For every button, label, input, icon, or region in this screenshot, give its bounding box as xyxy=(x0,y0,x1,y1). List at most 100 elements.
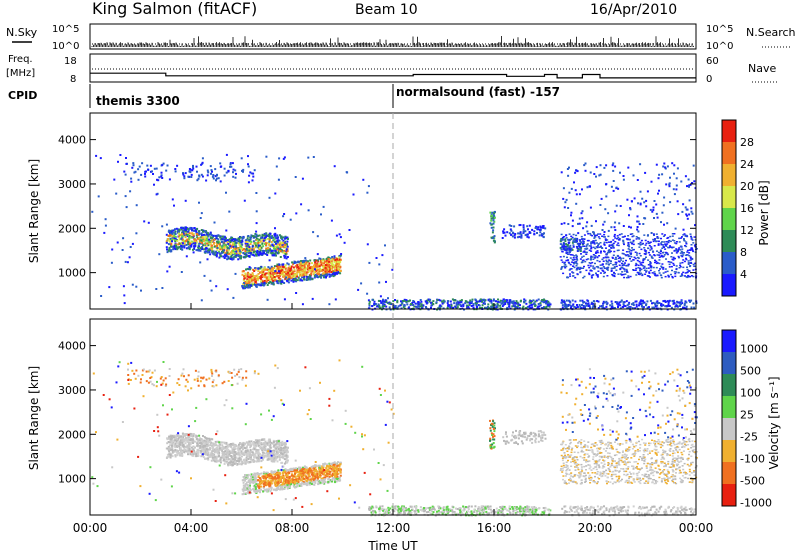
echo-cell xyxy=(203,237,206,240)
echo-cell xyxy=(589,232,592,235)
echo-cell xyxy=(683,240,686,242)
echo-cell xyxy=(655,260,658,263)
echo-cell xyxy=(330,267,333,270)
echo-cell xyxy=(124,195,127,198)
echo-cell xyxy=(289,269,291,272)
echo-cell xyxy=(267,235,270,237)
echo-cell xyxy=(248,285,251,288)
echo-cell xyxy=(653,245,656,247)
echo-cell xyxy=(667,241,670,244)
echo-cell xyxy=(275,265,278,268)
echo-cell xyxy=(216,244,218,247)
echo-cell xyxy=(259,266,262,269)
echo-cell xyxy=(635,238,638,240)
echo-cell xyxy=(576,304,578,306)
echo-cell xyxy=(588,185,591,188)
echo-cell xyxy=(182,231,185,234)
echo-cell xyxy=(282,266,285,269)
echo-cell xyxy=(172,229,175,232)
echo-cell xyxy=(166,270,169,273)
echo-cell xyxy=(682,254,685,256)
echo-cell xyxy=(264,268,267,271)
colorbar-swatch xyxy=(722,186,736,208)
echo-cell xyxy=(505,299,508,302)
echo-cell xyxy=(243,248,246,250)
echo-cell xyxy=(493,210,496,213)
echo-cell xyxy=(660,265,663,267)
echo-cell xyxy=(260,443,263,446)
echo-cell xyxy=(391,268,394,271)
echo-cell xyxy=(650,248,653,250)
echo-cell xyxy=(678,256,680,259)
echo-cell xyxy=(406,300,409,303)
echo-cell xyxy=(686,235,689,238)
echo-cell xyxy=(639,300,642,303)
echo-cell xyxy=(628,225,630,228)
echo-cell xyxy=(250,240,253,243)
echo-cell xyxy=(252,443,255,446)
echo-cell xyxy=(187,242,190,245)
echo-cell xyxy=(332,269,335,272)
echo-cell xyxy=(202,435,204,437)
echo-cell xyxy=(659,268,661,270)
echo-cell xyxy=(660,302,663,305)
echo-cell xyxy=(664,271,667,273)
echo-cell xyxy=(180,271,183,273)
echo-cell xyxy=(567,239,570,241)
echo-cell xyxy=(104,218,107,221)
echo-cell xyxy=(387,297,389,300)
echo-cell xyxy=(628,249,631,251)
echo-cell xyxy=(260,271,263,274)
echo-cell xyxy=(476,305,478,308)
echo-cell xyxy=(636,252,638,254)
echo-cell xyxy=(168,246,171,249)
echo-cell xyxy=(623,270,626,272)
echo-cell xyxy=(504,300,507,303)
echo-cell xyxy=(284,274,287,277)
echo-cell xyxy=(253,235,256,238)
echo-cell xyxy=(531,306,534,309)
echo-cell xyxy=(225,450,228,452)
echo-cell xyxy=(613,235,616,237)
echo-cell xyxy=(517,304,520,307)
echo-cell xyxy=(671,258,674,260)
echo-cell xyxy=(632,269,635,271)
echo-cell xyxy=(617,244,620,247)
echo-cell xyxy=(179,449,182,452)
echo-cell xyxy=(283,254,286,257)
echo-cell xyxy=(316,268,318,271)
echo-cell xyxy=(197,451,199,454)
echo-cell xyxy=(669,261,672,263)
echo-cell xyxy=(249,243,252,245)
echo-cell xyxy=(278,274,281,277)
echo-cell xyxy=(483,298,486,301)
echo-cell xyxy=(281,443,284,446)
echo-cell xyxy=(190,236,193,239)
echo-cell xyxy=(568,239,571,242)
echo-cell xyxy=(670,256,673,258)
echo-cell xyxy=(509,228,512,231)
echo-cell xyxy=(264,266,267,269)
echo-cell xyxy=(223,244,226,246)
echo-cell xyxy=(628,239,631,241)
echo-cell xyxy=(222,255,225,258)
echo-cell xyxy=(265,247,268,250)
echo-cell xyxy=(673,271,676,273)
echo-cell xyxy=(596,259,599,262)
echo-cell xyxy=(617,306,619,308)
echo-cell xyxy=(284,267,287,270)
echo-cell xyxy=(267,273,270,276)
echo-cell xyxy=(188,449,191,452)
echo-cell xyxy=(225,153,228,156)
echo-cell xyxy=(671,252,673,254)
echo-cell xyxy=(274,192,277,195)
echo-cell xyxy=(490,299,493,302)
nsky-label: N.Sky xyxy=(6,26,38,39)
echo-cell xyxy=(619,205,622,207)
echo-cell xyxy=(654,259,656,262)
echo-cell xyxy=(328,273,331,276)
echo-cell xyxy=(229,163,232,166)
echo-cell xyxy=(690,235,692,238)
echo-cell xyxy=(380,301,383,304)
echo-cell xyxy=(529,301,532,304)
